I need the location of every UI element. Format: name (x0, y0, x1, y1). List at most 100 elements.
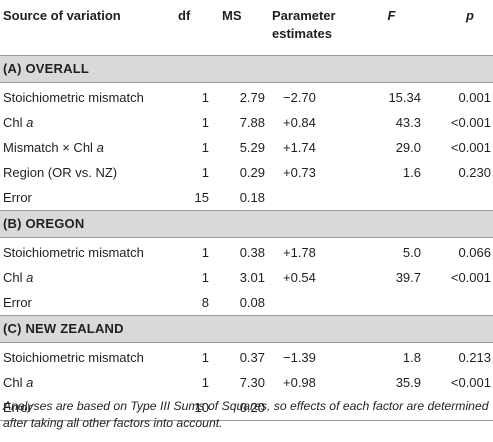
cell-source: Chl a (0, 265, 178, 290)
cell-p (425, 290, 493, 316)
table-body: (A) OVERALL Stoichiometric mismatch 1 2.79 −… (0, 54, 493, 421)
section-header-row: (C) NEW ZEALAND (0, 314, 493, 343)
table-footnote: Analyses are based on Type III Sums of S… (3, 399, 489, 430)
cell-f (358, 185, 425, 211)
section-title: (C) NEW ZEALAND (0, 314, 493, 343)
cell-source-text: Chl (3, 114, 27, 130)
cell-p (425, 394, 493, 421)
cell-ms: 0.29 (239, 164, 265, 180)
table-row: Chl a 1 7.88 +0.84 43.3 <0.001 (0, 110, 493, 135)
cell-df: 1 (201, 114, 209, 130)
cell-p: 0.066 (458, 244, 491, 260)
cell-source: Error (3, 294, 32, 310)
cell-parameter-estimate: +0.54 (283, 269, 316, 285)
header-row: Source of variation df MS Parameter estim… (0, 0, 493, 56)
cell-p: 0.213 (458, 349, 491, 365)
cell-ms: 7.30 (239, 374, 265, 390)
cell-source: Stoichiometric mismatch (3, 244, 144, 260)
cell-source: Region (OR vs. NZ) (3, 164, 118, 180)
section-header-row: (A) OVERALL (0, 54, 493, 83)
cell-f: 43.3 (395, 114, 421, 130)
cell-p: <0.001 (450, 114, 491, 130)
cell-source-text: Chl (3, 269, 27, 285)
header-source: Source of variation (0, 0, 178, 56)
cell-df: 15 (194, 189, 209, 205)
cell-df: 8 (201, 294, 209, 310)
cell-parameter-estimate: +0.84 (283, 114, 316, 130)
cell-ms: 0.18 (239, 189, 265, 205)
anova-table-container: Source of variation df MS Parameter estim… (0, 0, 493, 421)
cell-parameter-estimate: +0.73 (283, 164, 316, 180)
section-title: (A) OVERALL (0, 54, 493, 83)
cell-ms: 0.37 (239, 349, 265, 365)
table-header: Source of variation df MS Parameter estim… (0, 0, 493, 56)
cell-source: Chl a (0, 370, 178, 395)
cell-parameter-estimate (268, 394, 358, 421)
cell-source: Error (3, 189, 32, 205)
cell-df: 10 (178, 394, 216, 421)
table-row: Error 15 0.18 (0, 185, 493, 211)
cell-source: Stoichiometric mismatch (3, 89, 144, 105)
cell-source-text: Chl (3, 374, 27, 390)
cell-df: 1 (201, 244, 209, 260)
cell-p: <0.001 (450, 374, 491, 390)
section-header-row: (B) OREGON (0, 209, 493, 238)
cell-f: 1.6 (402, 164, 421, 180)
cell-parameter-estimate: −2.70 (283, 89, 316, 105)
cell-f (358, 290, 425, 316)
table-row: Region (OR vs. NZ) 1 0.29 +0.73 1.6 0.230 (0, 160, 493, 185)
cell-p: <0.001 (450, 269, 491, 285)
anova-table: Source of variation df MS Parameter estim… (0, 0, 493, 421)
header-parameter-estimates: Parameter estimates (268, 0, 358, 56)
cell-ms: 5.29 (239, 139, 265, 155)
table-row: Stoichiometric mismatch 1 0.37 −1.39 1.8 0.21… (0, 342, 493, 370)
cell-ms: 3.01 (239, 269, 265, 285)
cell-ms: 2.79 (239, 89, 265, 105)
cell-f (358, 394, 425, 421)
header-f: F (358, 0, 425, 56)
table-row: Error 10 0.20 (0, 394, 493, 421)
cell-source: Chl a (0, 110, 178, 135)
cell-source-text: Mismatch × Chl (3, 139, 97, 155)
cell-p (425, 185, 493, 211)
cell-df: 1 (201, 269, 209, 285)
cell-f: 29.0 (395, 139, 421, 155)
table-row: Mismatch × Chl a 1 5.29 +1.74 29.0 <0.001 (0, 135, 493, 160)
header-pe-line2: estimates (272, 26, 332, 41)
cell-ms: 0.38 (239, 244, 265, 260)
table-row: Chl a 1 3.01 +0.54 39.7 <0.001 (0, 265, 493, 290)
header-pe-line1: Parameter (272, 8, 336, 23)
header-df: df (178, 0, 216, 56)
cell-p: 0.230 (458, 164, 491, 180)
header-p: p (425, 0, 493, 56)
cell-ms: 0.20 (216, 394, 268, 421)
cell-source-italic: a (26, 114, 34, 130)
table-row: Stoichiometric mismatch 1 2.79 −2.70 15.34 0.… (0, 82, 493, 110)
cell-source-italic: a (96, 139, 104, 155)
cell-f: 35.9 (395, 374, 421, 390)
table-row: Stoichiometric mismatch 1 0.38 +1.78 5.0 0.06… (0, 237, 493, 265)
cell-source: Mismatch × Chl a (0, 135, 178, 160)
cell-parameter-estimate: +1.74 (283, 139, 316, 155)
cell-p: 0.001 (458, 89, 491, 105)
cell-df: 1 (201, 349, 209, 365)
table-row: Error 8 0.08 (0, 290, 493, 316)
cell-ms: 0.08 (239, 294, 265, 310)
cell-f: 1.8 (402, 349, 421, 365)
cell-source-italic: a (26, 374, 34, 390)
cell-df: 1 (201, 374, 209, 390)
cell-df: 1 (201, 164, 209, 180)
cell-f: 15.34 (388, 89, 421, 105)
cell-parameter-estimate: +0.98 (283, 374, 316, 390)
cell-f: 39.7 (395, 269, 421, 285)
header-ms: MS (216, 0, 268, 56)
section-title: (B) OREGON (0, 209, 493, 238)
cell-parameter-estimate: −1.39 (283, 349, 316, 365)
cell-f: 5.0 (402, 244, 421, 260)
cell-df: 1 (201, 89, 209, 105)
cell-parameter-estimate (268, 185, 358, 211)
cell-parameter-estimate: +1.78 (283, 244, 316, 260)
cell-df: 1 (201, 139, 209, 155)
cell-ms: 7.88 (239, 114, 265, 130)
cell-source: Stoichiometric mismatch (3, 349, 144, 365)
